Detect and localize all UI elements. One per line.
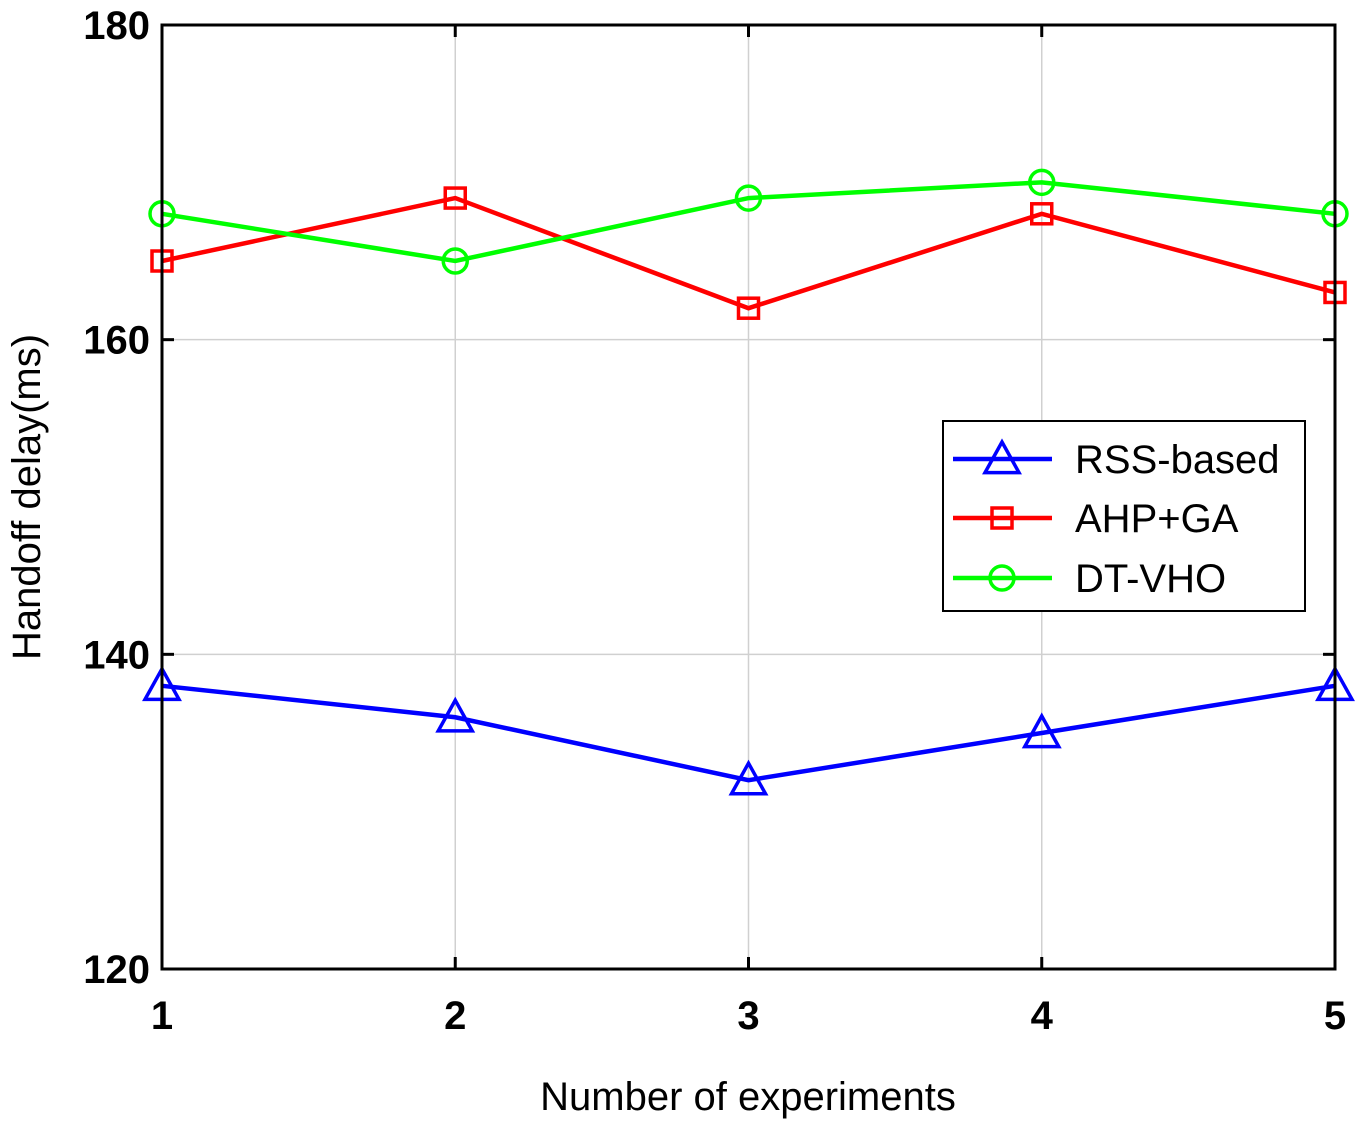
data-point-marker [1030,202,1054,226]
series-line [161,683,1336,783]
legend-label: AHP+GA [1075,497,1239,541]
legend-label: DT-VHO [1075,557,1226,601]
data-point-marker [443,186,467,210]
series-line [161,195,1336,311]
x-tick-label: 4 [1031,994,1054,1038]
x-tick-labels: 1 2 3 4 5 [151,994,1346,1038]
x-tick-label: 2 [444,994,466,1038]
legend-swatch-marker [988,564,1016,592]
legend: RSS-based AHP+GA DT-VHO [942,420,1306,612]
legend-item: DT-VHO [953,557,1226,601]
axis-ticks [160,23,1337,971]
y-tick-label: 140 [83,633,150,677]
y-tick-label: 120 [83,948,150,992]
x-tick-label: 5 [1324,994,1346,1038]
data-point-marker [435,696,476,733]
y-tick-labels: 120 140 160 180 [83,4,150,992]
y-axis-title: Handoff delay(ms) [5,334,49,660]
legend-item: AHP+GA [953,497,1239,541]
data-point-marker [441,247,469,275]
legend-label: RSS-based [1075,438,1280,482]
x-tick-label: 1 [151,994,173,1038]
y-tick-label: 180 [83,4,150,48]
y-tick-label: 160 [83,319,150,363]
x-tick-label: 3 [737,994,759,1038]
data-point-marker [1028,168,1056,197]
data-point-marker [734,184,763,212]
data-point-marker [728,759,769,796]
x-axis-title: Number of experiments [540,1075,956,1119]
data-point-marker [736,296,761,320]
legend-item: RSS-based [953,438,1280,482]
legend-swatch-marker [990,506,1014,530]
series-line [161,180,1336,264]
data-point-marker [1021,712,1062,749]
legend-swatch-marker [982,438,1022,475]
legend-items: RSS-based AHP+GA DT-VHO [953,438,1280,601]
